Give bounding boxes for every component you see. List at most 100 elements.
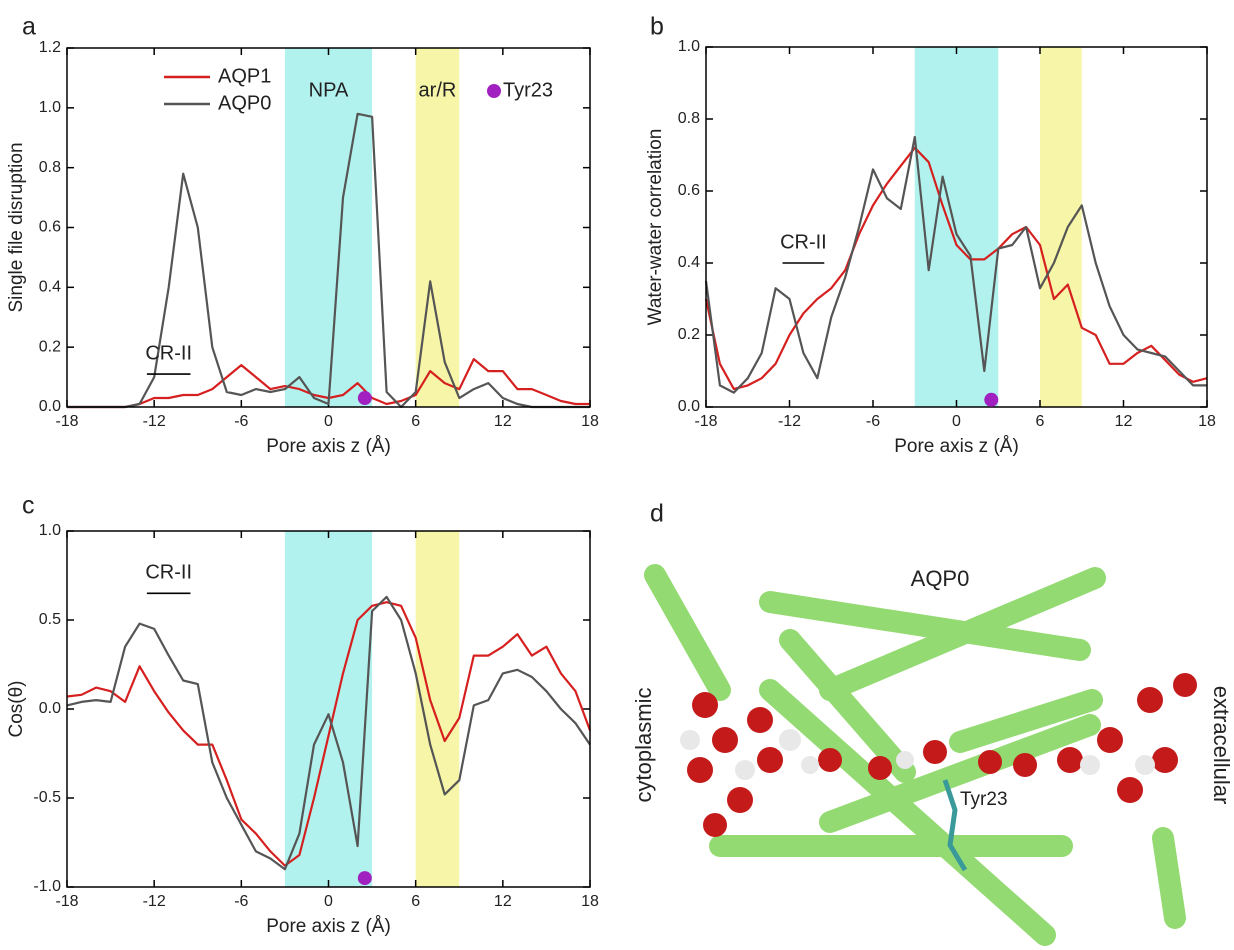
x-tick-label: 18 (581, 413, 599, 430)
water (1013, 753, 1037, 777)
annotation-text: CR-II (780, 231, 827, 253)
x-tick-label: 6 (411, 413, 420, 430)
x-tick-label: -12 (778, 413, 801, 430)
water (735, 760, 755, 780)
water (818, 748, 842, 772)
y-tick-label: -1.0 (33, 878, 61, 895)
x-tick-label: 12 (1115, 413, 1133, 430)
panel-label: d (650, 500, 664, 528)
legend-label: AQP0 (218, 92, 271, 114)
x-tick-label: -12 (143, 893, 166, 910)
x-tick-label: 0 (324, 413, 333, 430)
x-tick-label: 18 (581, 893, 599, 910)
water (779, 729, 801, 751)
y-tick-label: 0.6 (678, 182, 700, 199)
water (747, 707, 773, 733)
tyr23-sticks (942, 779, 968, 872)
water (1135, 755, 1155, 775)
water (1152, 747, 1178, 773)
water (680, 730, 700, 750)
water (757, 747, 783, 773)
water (1137, 687, 1163, 713)
y-tick-label: 1.2 (39, 39, 61, 56)
series-line (67, 112, 590, 409)
water (703, 813, 727, 837)
waters (680, 673, 1197, 837)
water (727, 787, 753, 813)
helix (779, 629, 916, 783)
x-axis-label: Pore axis z (Å) (266, 436, 391, 457)
y-tick-label: -0.5 (33, 789, 61, 806)
y-tick-label: 0.2 (678, 326, 700, 343)
protein-title: AQP0 (911, 566, 970, 591)
plot-frame (66, 47, 591, 408)
plot-frame (705, 46, 1208, 408)
helix (819, 567, 1106, 701)
water (687, 757, 713, 783)
x-tick-label: -6 (234, 413, 248, 430)
helices (644, 564, 1186, 946)
legend-label: AQP1 (218, 65, 271, 87)
x-tick-label: 12 (494, 893, 512, 910)
y-tick-label: 0.4 (39, 279, 61, 296)
helix (644, 564, 731, 701)
right-label: extracellular (1209, 686, 1234, 805)
band-label: ar/R (419, 79, 457, 101)
water (896, 751, 914, 769)
panel-label: c (22, 492, 35, 520)
band (284, 48, 373, 407)
helix (1152, 827, 1186, 929)
water (1173, 673, 1197, 697)
x-axis-label: Pore axis z (Å) (266, 916, 391, 937)
helix (819, 714, 1101, 833)
legend-marker (487, 84, 501, 98)
x-tick-label: 6 (1036, 413, 1045, 430)
water (1080, 755, 1100, 775)
band-label: NPA (309, 79, 349, 101)
y-tick-label: 0.5 (39, 611, 61, 628)
y-tick-label: 1.0 (39, 522, 61, 539)
annotation-text: CR-II (145, 562, 192, 584)
y-tick-label: 0.0 (678, 398, 700, 415)
water (1057, 747, 1083, 773)
y-tick-label: 0.8 (678, 110, 700, 127)
helix (759, 591, 1091, 661)
x-tick-label: -12 (143, 413, 166, 430)
water (801, 756, 819, 774)
water (923, 740, 947, 764)
x-tick-label: -18 (55, 413, 78, 430)
y-tick-label: 0.8 (39, 159, 61, 176)
y-tick-label: 0.2 (39, 338, 61, 355)
x-tick-label: 6 (411, 893, 420, 910)
panel-label: a (22, 13, 36, 41)
water (868, 756, 892, 780)
marker (357, 871, 372, 886)
plot-frame (66, 530, 591, 888)
marker (984, 392, 999, 407)
helix (949, 689, 1103, 753)
y-tick-label: 0.0 (39, 700, 61, 717)
x-tick-label: 0 (324, 893, 333, 910)
y-axis-label: Cos(θ) (6, 680, 27, 737)
x-axis-label: Pore axis z (Å) (894, 436, 1019, 457)
protein-image: d AQP0 cytoplasmic extracellular Tyr23 (631, 500, 1234, 946)
marker (357, 391, 372, 406)
y-tick-label: 0.6 (39, 219, 61, 236)
annotation-text: CR-II (145, 342, 192, 364)
marker-label: Tyr23 (503, 79, 553, 101)
y-tick-label: 1.0 (678, 38, 700, 55)
series-line (66, 601, 592, 867)
x-tick-label: -6 (866, 413, 880, 430)
y-tick-label: 0.0 (39, 398, 61, 415)
y-axis-label: Single file disruption (6, 142, 27, 312)
x-tick-label: -18 (55, 893, 78, 910)
water (692, 692, 718, 718)
water (978, 750, 1002, 774)
water (1097, 727, 1123, 753)
x-tick-label: -6 (234, 893, 248, 910)
band (914, 47, 999, 407)
x-tick-label: 18 (1198, 413, 1216, 430)
x-tick-label: 0 (952, 413, 961, 430)
residue-label: Tyr23 (960, 789, 1008, 810)
